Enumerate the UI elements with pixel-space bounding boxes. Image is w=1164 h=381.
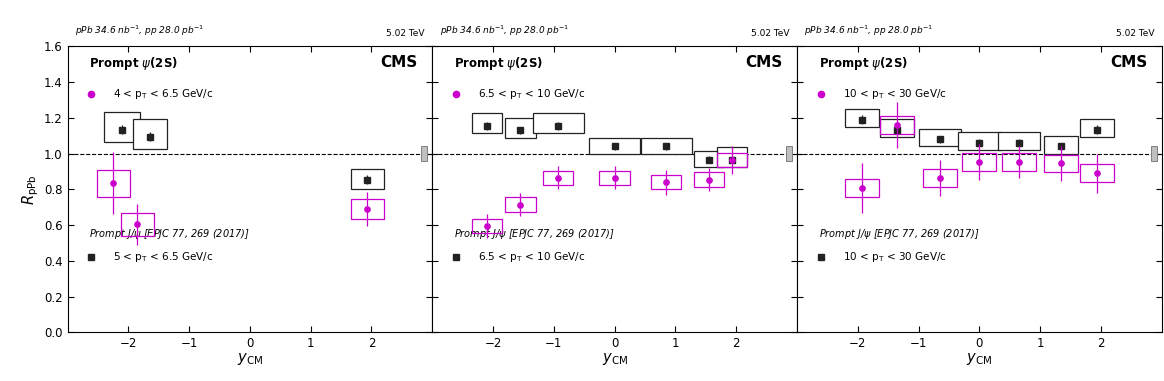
Bar bbox=[717, 153, 747, 167]
Bar bbox=[471, 219, 502, 233]
Bar bbox=[350, 199, 384, 219]
Bar bbox=[97, 170, 129, 197]
Bar bbox=[421, 146, 427, 161]
Text: 5.02 TeV: 5.02 TeV bbox=[1116, 29, 1155, 38]
Text: Prompt $\psi$(2S): Prompt $\psi$(2S) bbox=[818, 55, 908, 72]
Bar bbox=[589, 138, 640, 154]
Text: 6.5 < p$_{\mathsf{T}}$ < 10 GeV/c: 6.5 < p$_{\mathsf{T}}$ < 10 GeV/c bbox=[477, 86, 585, 101]
Bar bbox=[350, 169, 384, 189]
Y-axis label: $R_{\rm pPb}$: $R_{\rm pPb}$ bbox=[21, 174, 41, 205]
Text: 10 < p$_{\mathsf{T}}$ < 30 GeV/c: 10 < p$_{\mathsf{T}}$ < 30 GeV/c bbox=[843, 250, 946, 264]
Bar bbox=[694, 151, 724, 167]
Bar bbox=[640, 138, 691, 154]
Bar bbox=[121, 213, 154, 236]
Text: pPb 34.6 nb$^{-1}$, pp 28.0 pb$^{-1}$: pPb 34.6 nb$^{-1}$, pp 28.0 pb$^{-1}$ bbox=[804, 24, 934, 38]
Bar bbox=[505, 118, 535, 138]
Bar bbox=[532, 114, 583, 133]
Text: pPb 34.6 nb$^{-1}$, pp 28.0 pb$^{-1}$: pPb 34.6 nb$^{-1}$, pp 28.0 pb$^{-1}$ bbox=[74, 24, 204, 38]
Text: Prompt J/$\psi$ [EPJC 77, 269 (2017)]: Prompt J/$\psi$ [EPJC 77, 269 (2017)] bbox=[818, 226, 980, 240]
Bar bbox=[694, 172, 724, 187]
Bar bbox=[918, 129, 961, 146]
Text: 5.02 TeV: 5.02 TeV bbox=[386, 29, 425, 38]
Text: 5.02 TeV: 5.02 TeV bbox=[751, 29, 789, 38]
Bar bbox=[1080, 119, 1114, 137]
Text: 6.5 < p$_{\mathsf{T}}$ < 10 GeV/c: 6.5 < p$_{\mathsf{T}}$ < 10 GeV/c bbox=[477, 250, 585, 264]
Text: Prompt J/$\psi$ [EPJC 77, 269 (2017)]: Prompt J/$\psi$ [EPJC 77, 269 (2017)] bbox=[90, 226, 250, 240]
Bar bbox=[1044, 155, 1078, 172]
X-axis label: $y_{\rm CM}$: $y_{\rm CM}$ bbox=[602, 352, 627, 368]
Bar bbox=[1002, 153, 1036, 171]
Bar bbox=[880, 116, 914, 134]
Bar bbox=[963, 153, 996, 171]
Text: Prompt $\psi$(2S): Prompt $\psi$(2S) bbox=[90, 55, 178, 72]
Bar bbox=[542, 171, 573, 185]
Bar bbox=[717, 147, 747, 167]
Bar bbox=[471, 114, 502, 133]
X-axis label: $y_{\rm CM}$: $y_{\rm CM}$ bbox=[966, 352, 993, 368]
Text: CMS: CMS bbox=[745, 55, 782, 70]
Text: 4 < p$_{\mathsf{T}}$ < 6.5 GeV/c: 4 < p$_{\mathsf{T}}$ < 6.5 GeV/c bbox=[113, 86, 214, 101]
Bar bbox=[923, 169, 957, 187]
Text: Prompt J/$\psi$ [EPJC 77, 269 (2017)]: Prompt J/$\psi$ [EPJC 77, 269 (2017)] bbox=[454, 226, 615, 240]
Bar bbox=[133, 119, 166, 149]
Text: 10 < p$_{\mathsf{T}}$ < 30 GeV/c: 10 < p$_{\mathsf{T}}$ < 30 GeV/c bbox=[843, 86, 946, 101]
Text: Prompt $\psi$(2S): Prompt $\psi$(2S) bbox=[454, 55, 544, 72]
Bar bbox=[651, 175, 681, 189]
Bar bbox=[104, 112, 141, 142]
X-axis label: $y_{\rm CM}$: $y_{\rm CM}$ bbox=[236, 352, 263, 368]
Text: pPb 34.6 nb$^{-1}$, pp 28.0 pb$^{-1}$: pPb 34.6 nb$^{-1}$, pp 28.0 pb$^{-1}$ bbox=[440, 24, 568, 38]
Bar bbox=[1080, 164, 1114, 182]
Bar bbox=[1044, 136, 1078, 154]
Bar bbox=[845, 109, 879, 127]
Bar bbox=[599, 171, 630, 185]
Bar bbox=[958, 132, 1001, 150]
Text: 5 < p$_{\mathsf{T}}$ < 6.5 GeV/c: 5 < p$_{\mathsf{T}}$ < 6.5 GeV/c bbox=[113, 250, 214, 264]
Bar bbox=[845, 179, 879, 197]
Bar bbox=[1151, 146, 1157, 161]
Bar bbox=[505, 197, 535, 212]
Bar bbox=[880, 119, 914, 137]
Text: CMS: CMS bbox=[1109, 55, 1147, 70]
Text: CMS: CMS bbox=[381, 55, 418, 70]
Bar bbox=[998, 132, 1041, 150]
Bar bbox=[786, 146, 792, 161]
